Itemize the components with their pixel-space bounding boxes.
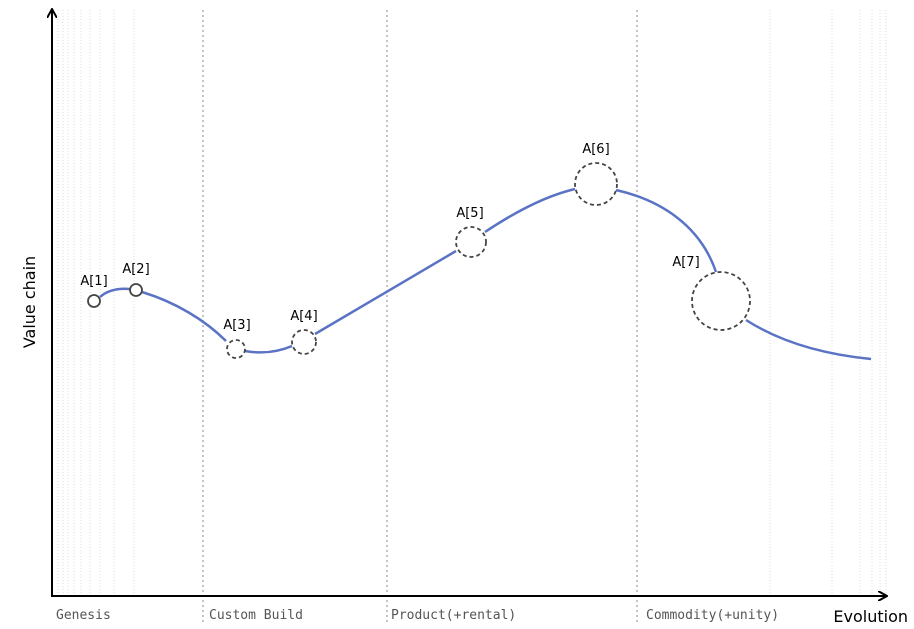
node-a2[interactable] [129,283,143,297]
node-label-a7: A[7] [672,255,699,270]
curve-segment-3-4 [244,344,293,354]
curve-segment-6-7 [615,188,718,273]
evolution-curve [99,187,872,361]
curve-segment-5-6 [484,187,576,234]
nodes [87,162,751,359]
node-a6[interactable] [574,162,618,206]
node-labels: A[1] A[2] A[3] A[4] A[5] A[6] A[7] [80,142,699,333]
node-a1[interactable] [87,294,101,308]
curve-segment-4-5 [314,249,457,336]
stage-label-genesis: Genesis [56,608,111,623]
background-grid [57,10,887,594]
node-a7[interactable] [691,271,751,331]
node-label-a6: A[6] [582,142,609,157]
stage-label-custom-build: Custom Build [209,608,303,623]
stage-dividers [202,10,638,622]
node-label-a5: A[5] [456,206,483,221]
stage-label-commodity: Commodity(+unity) [646,608,779,623]
node-label-a1: A[1] [80,274,107,289]
node-a4[interactable] [291,329,317,355]
curve-segment-2-3 [141,290,227,342]
x-axis-label: Evolution [833,607,908,626]
node-label-a3: A[3] [223,318,250,333]
stage-label-product: Product(+rental) [391,608,516,623]
node-a5[interactable] [455,226,487,258]
y-axis-label: Value chain [20,256,39,348]
node-label-a4: A[4] [290,309,317,324]
curve-segment-7-end [745,318,872,361]
node-a3[interactable] [226,339,246,359]
curve-segment-1-2 [99,287,131,298]
node-label-a2: A[2] [122,262,149,277]
